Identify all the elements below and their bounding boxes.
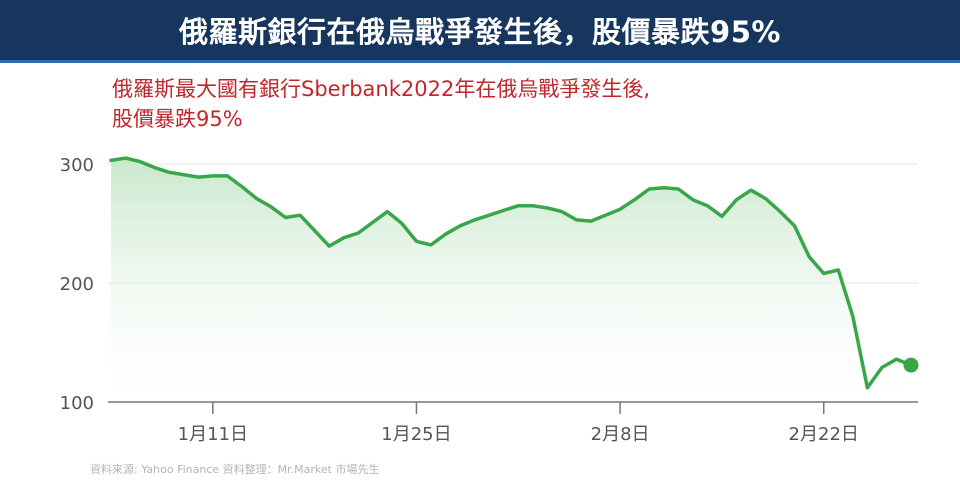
- data-point: [531, 204, 534, 207]
- data-point: [880, 366, 883, 369]
- data-point: [400, 222, 403, 225]
- subtitle-line-1: 俄羅斯最大國有銀行Sberbank2022年在俄烏戰爭發生後,: [112, 77, 651, 101]
- data-point: [211, 174, 214, 177]
- end-point-marker: [903, 357, 919, 373]
- data-point: [517, 204, 520, 207]
- data-point: [633, 198, 636, 201]
- data-point: [837, 268, 840, 271]
- data-point: [299, 214, 302, 217]
- data-point: [866, 386, 869, 389]
- data-point: [357, 231, 360, 234]
- data-point: [197, 176, 200, 179]
- data-point: [677, 187, 680, 190]
- data-point: [706, 204, 709, 207]
- data-point: [822, 272, 825, 275]
- data-point: [502, 209, 505, 212]
- data-point: [851, 315, 854, 318]
- data-point: [604, 214, 607, 217]
- data-point: [386, 210, 389, 213]
- data-point: [182, 173, 185, 176]
- data-point: [328, 245, 331, 248]
- data-point: [444, 233, 447, 236]
- x-tick-label: 1月11日: [178, 424, 248, 445]
- x-tick-label: 2月22日: [789, 424, 859, 445]
- title-banner: 俄羅斯銀行在俄烏戰爭發生後，股價暴跌95%: [0, 0, 960, 63]
- data-point: [240, 185, 243, 188]
- data-point: [735, 198, 738, 201]
- data-point: [488, 214, 491, 217]
- data-point: [109, 159, 112, 162]
- data-point: [168, 171, 171, 174]
- data-point: [764, 197, 767, 200]
- source-note: 資料來源: Yahoo Finance 資料整理：Mr.Market 市場先生: [90, 463, 380, 476]
- data-point: [415, 240, 418, 243]
- data-point: [560, 210, 563, 213]
- data-point: [284, 216, 287, 219]
- data-point: [429, 243, 432, 246]
- data-point: [619, 208, 622, 211]
- data-point: [313, 229, 316, 232]
- subtitle-line-2: 股價暴跌95%: [112, 107, 243, 131]
- area-layer: [111, 158, 911, 402]
- data-point: [546, 206, 549, 209]
- y-tick-label: 100: [60, 393, 94, 414]
- y-tick-label: 300: [60, 155, 94, 176]
- data-point: [255, 197, 258, 200]
- data-point: [779, 210, 782, 213]
- x-tick-label: 2月8日: [591, 424, 650, 445]
- axis-layer: 100 200 300 1月11日 1月25日 2月8日 2月22日: [60, 155, 918, 445]
- series-line: [109, 156, 913, 390]
- data-point: [153, 166, 156, 169]
- data-point: [720, 215, 723, 218]
- data-point: [749, 189, 752, 192]
- data-point: [124, 157, 127, 160]
- data-point: [371, 221, 374, 224]
- y-tick-label: 200: [60, 274, 94, 295]
- line-layer: [109, 156, 919, 390]
- data-point: [895, 358, 898, 361]
- data-point: [269, 205, 272, 208]
- data-point: [459, 224, 462, 227]
- data-point: [589, 220, 592, 223]
- data-point: [226, 174, 229, 177]
- data-point: [342, 236, 345, 239]
- series-area: [111, 158, 911, 402]
- data-point: [575, 218, 578, 221]
- x-tick-label: 1月25日: [381, 424, 451, 445]
- data-point: [662, 186, 665, 189]
- data-point: [648, 187, 651, 190]
- data-point: [793, 224, 796, 227]
- banner-title: 俄羅斯銀行在俄烏戰爭發生後，股價暴跌95%: [179, 15, 781, 49]
- data-point: [691, 198, 694, 201]
- data-point: [808, 255, 811, 258]
- chart-subtitle: 俄羅斯最大國有銀行Sberbank2022年在俄烏戰爭發生後, 股價暴跌95%: [112, 74, 832, 134]
- data-point: [473, 218, 476, 221]
- data-point: [139, 160, 142, 163]
